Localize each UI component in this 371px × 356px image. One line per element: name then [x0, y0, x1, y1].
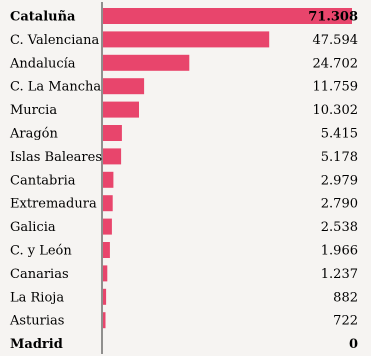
bar-islas-baleares — [103, 148, 122, 165]
category-label: Madrid — [10, 337, 63, 352]
category-label: Asturias — [9, 314, 64, 329]
value-label: 722 — [333, 314, 358, 329]
bar-c-y-león — [103, 242, 110, 258]
value-label: 24.702 — [313, 56, 359, 71]
category-label: Murcia — [10, 103, 57, 118]
category-label: C. y León — [10, 244, 72, 259]
value-label: 1.966 — [321, 244, 358, 259]
value-label: 10.302 — [313, 103, 359, 118]
bar-murcia — [103, 101, 139, 118]
category-label: Aragón — [9, 127, 59, 142]
category-label: Canarias — [10, 267, 69, 282]
value-label: 47.594 — [313, 33, 359, 48]
bar-aragón — [103, 125, 122, 141]
category-label: Extremadura — [10, 197, 97, 212]
bar-asturias — [103, 312, 106, 329]
category-label: Cataluña — [10, 10, 76, 25]
value-label: 2.979 — [321, 173, 358, 188]
value-label: 5.178 — [321, 150, 358, 165]
value-label: 0 — [349, 337, 358, 352]
category-label: Islas Baleares — [10, 150, 102, 165]
value-label: 2.538 — [321, 220, 358, 235]
bar-canarias — [103, 265, 108, 282]
bar-cataluña — [103, 8, 352, 24]
category-label: Andalucía — [9, 56, 76, 71]
bar-la-rioja — [103, 288, 107, 305]
category-label: C. Valenciana — [10, 33, 99, 48]
bar-cantabria — [103, 171, 114, 188]
category-label: C. La Mancha — [10, 80, 101, 95]
category-label: La Rioja — [10, 290, 64, 305]
bar-galicia — [103, 218, 112, 235]
bar-c-valenciana — [103, 31, 270, 48]
bar-andalucía — [103, 54, 190, 71]
value-label: 11.759 — [313, 80, 359, 95]
value-label: 882 — [333, 290, 358, 305]
value-label: 71.308 — [308, 10, 358, 25]
value-label: 5.415 — [321, 127, 358, 142]
bar-extremadura — [103, 195, 113, 212]
category-label: Cantabria — [10, 173, 76, 188]
value-label: 1.237 — [321, 267, 358, 282]
bar-c-la-mancha — [103, 78, 145, 95]
category-label: Galicia — [10, 220, 56, 235]
value-label: 2.790 — [321, 197, 358, 212]
